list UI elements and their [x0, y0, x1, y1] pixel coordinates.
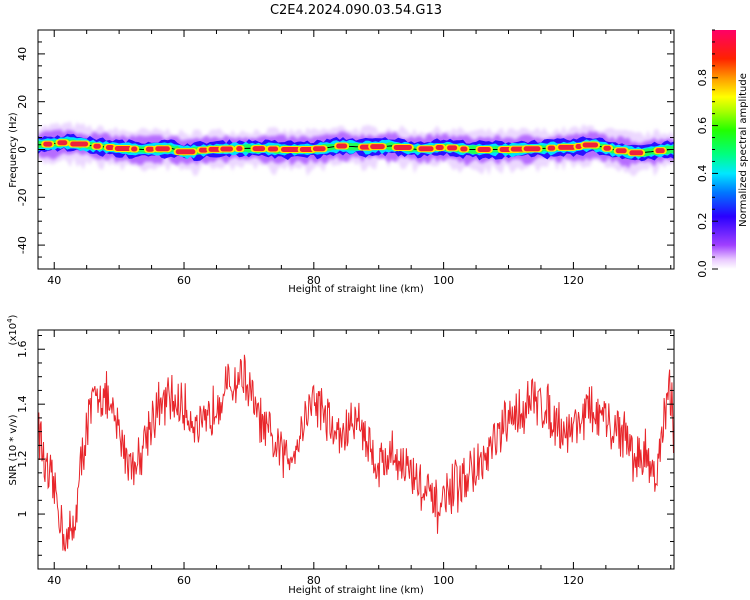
spectrogram-hotspot: [252, 146, 266, 152]
spectrogram-hotspot: [603, 145, 612, 151]
spectrogram-ytick-label: 0: [16, 146, 29, 153]
spectrogram-hotspot: [393, 144, 412, 150]
spectrogram-hotspot: [523, 146, 541, 152]
snr-xtick-label: 120: [563, 574, 584, 587]
spectrogram-xtick-label: 80: [307, 274, 321, 287]
spectrogram-ylabel: Frequency (Hz): [8, 112, 19, 188]
spectrogram-ytick-label: -40: [16, 236, 29, 254]
spectrogram-hotspot: [236, 146, 243, 152]
spectrogram-ytick-label: 20: [16, 95, 29, 109]
spectrogram-hotspot: [281, 147, 300, 152]
colorbar-tick-label: 0.6: [696, 117, 709, 135]
snr-xtick-label: 60: [177, 574, 191, 587]
colorbar-label: Normalized spectral amplitude: [738, 73, 749, 227]
spectrogram-hotspot: [547, 145, 556, 151]
snr-ytick-label: 1.4: [16, 395, 29, 413]
spectrogram-hotspot: [447, 145, 458, 151]
colorbar-tick-label: 0.0: [696, 260, 709, 278]
spectrogram-hotspot: [370, 144, 385, 150]
spectrogram-hotspot: [336, 143, 348, 149]
spectrogram-hotspot: [175, 149, 196, 155]
snr-ytick-label: 1.2: [16, 450, 29, 468]
spectrogram-hotspot: [220, 146, 233, 152]
snr-ytick-label: 1.6: [16, 340, 29, 358]
spectrogram-hotspot: [460, 146, 468, 152]
spectrogram-hotspot: [655, 148, 665, 154]
spectrogram-hotspot: [131, 146, 138, 152]
spectrogram-xtick-label: 60: [177, 274, 191, 287]
spectrogram-hotspot: [477, 147, 491, 152]
spectrogram-hotspot: [70, 141, 89, 147]
snr-ylabel: SNR (10 * v/v): [8, 414, 19, 485]
spectrogram-ytick-label: -20: [16, 188, 29, 206]
spectrogram-hotspot: [267, 146, 279, 152]
snr-frame: [37, 329, 675, 570]
spectrogram-hotspot: [615, 148, 627, 154]
spectrogram-hotspot: [299, 147, 315, 152]
spectrogram-ytick-label: 40: [16, 47, 29, 61]
spectrogram-panel: 40 60 80 100 120 -40 -20 0 20 40 Height of straig…: [8, 29, 675, 295]
spectrogram-hotspot: [145, 146, 155, 152]
spectrogram-hotspot: [57, 140, 68, 146]
snr-ytick-label: 1: [16, 511, 29, 518]
colorbar-gradient: [712, 30, 736, 269]
spectrogram-xtick-label: 40: [47, 274, 61, 287]
snr-xtick-label: 100: [433, 574, 454, 587]
colorbar: 0.0 0.2 0.4 0.6 0.8 Normalized spectral ampl…: [696, 29, 749, 278]
spectrogram-ticks: 40 60 80 100 120 -40 -20 0 20 40: [16, 29, 674, 287]
spectrogram-xtick-label: 120: [563, 274, 584, 287]
colorbar-ticks: 0.0 0.2 0.4 0.6 0.8: [696, 29, 718, 278]
snr-panel: 40 60 80 100 120 1 1.2 1.4 1.6 Height of straigh…: [6, 314, 675, 596]
spectrogram-hotspot: [198, 147, 208, 153]
spectrogram-hotspot: [312, 146, 326, 152]
spectrogram-hotspot: [208, 146, 222, 152]
figure-title: C2E4.2024.090.03.54.G13: [270, 3, 442, 18]
colorbar-tick-label: 0.2: [696, 212, 709, 230]
spectrogram-hotspot: [435, 144, 444, 150]
colorbar-tick-label: 0.4: [696, 165, 709, 183]
spectrogram-hotspot: [582, 142, 599, 148]
spectrogram-hotspot: [114, 145, 132, 151]
spectrogram-hotspot: [93, 143, 101, 149]
spectrogram-hotspot: [629, 150, 644, 156]
spectrogram-hotspot: [418, 146, 434, 152]
snr-xtick-label: 40: [47, 574, 61, 587]
snr-xtick-label: 80: [307, 574, 321, 587]
spectrogram-xlabel: Height of straight line (km): [288, 284, 424, 295]
snr-series-line: [38, 354, 674, 552]
snr-ticks: 40 60 80 100 120 1 1.2 1.4 1.6: [16, 330, 674, 587]
spectrogram-xtick-label: 100: [433, 274, 454, 287]
spectrogram-hotspot: [43, 141, 53, 147]
spectrogram-hotspot: [105, 144, 114, 150]
spectrogram-hotspot: [558, 144, 576, 150]
snr-line-layer: [38, 354, 674, 552]
spectrogram-hotspot: [575, 143, 582, 149]
spectrogram-hotspot: [155, 146, 170, 152]
snr-multiplier-label: (x104): [6, 314, 19, 345]
colorbar-tick-label: 0.8: [696, 69, 709, 87]
snr-xlabel: Height of straight line (km): [288, 585, 424, 596]
spectrogram-heatmap: [38, 121, 674, 177]
